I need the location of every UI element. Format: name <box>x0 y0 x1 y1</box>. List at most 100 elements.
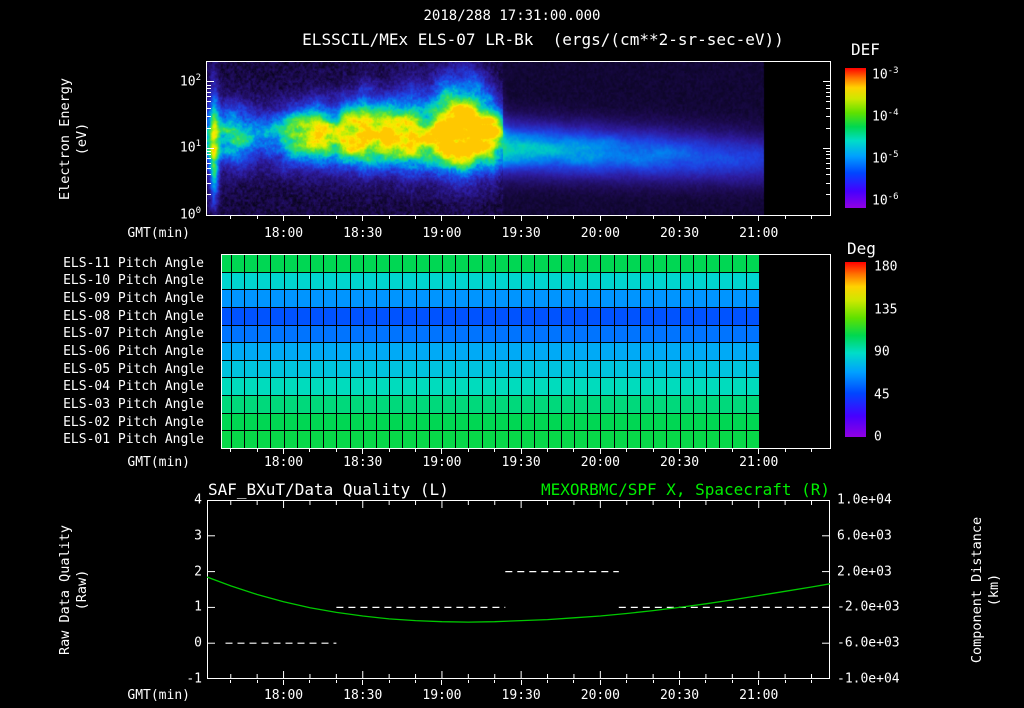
time-minor-tick <box>705 680 707 683</box>
quality-tick-label: 4 <box>194 492 202 508</box>
pitch-grid-line <box>455 255 456 448</box>
def-colorbar-title: DEF <box>851 40 880 59</box>
pitch-grid-line <box>574 255 575 448</box>
time-minor-tick <box>547 449 549 452</box>
time-minor-tick <box>494 216 496 219</box>
energy-minor-tick <box>826 87 830 89</box>
pitch-grid-line <box>746 255 747 448</box>
pitch-grid-line <box>732 255 733 448</box>
energy-major-tick <box>823 81 830 83</box>
pitch-grid-line <box>706 255 707 448</box>
pitch-grid-line <box>363 255 364 448</box>
def-colorbar-tick-label: 10-5 <box>872 150 899 167</box>
time-minor-tick <box>494 449 496 452</box>
pitch-grid-line <box>627 255 628 448</box>
time-minor-tick <box>467 449 469 452</box>
time-minor-tick <box>309 449 311 452</box>
gmt-axis-label: GMT(min) <box>127 226 190 241</box>
pitch-grid-line <box>561 255 562 448</box>
time-tick-label: 19:30 <box>501 455 541 470</box>
pitch-grid-line <box>429 255 430 448</box>
time-minor-tick <box>547 216 549 219</box>
pitch-grid-line <box>297 255 298 448</box>
pitch-row <box>222 378 830 396</box>
pitch-grid-line <box>640 255 641 448</box>
energy-minor-tick <box>207 194 211 196</box>
pitch-row-label: ELS-11 Pitch Angle <box>63 255 204 271</box>
time-minor-tick <box>388 449 390 452</box>
time-minor-tick <box>731 449 733 452</box>
quality-tick-label: -1 <box>186 671 202 687</box>
pitch-grid-line <box>416 255 417 448</box>
time-major-tick <box>599 449 601 454</box>
energy-minor-tick <box>207 182 211 184</box>
time-minor-tick <box>784 449 786 452</box>
pitch-row <box>222 431 830 449</box>
pitch-row <box>222 307 830 325</box>
pitch-angle-panel <box>221 254 831 449</box>
pitch-grid-line <box>270 255 271 448</box>
spacecraft-series-title: MEXORBMC/SPF X, Spacecraft (R) <box>541 480 830 499</box>
time-major-tick <box>362 449 364 454</box>
pitch-grid-line <box>376 255 377 448</box>
pitch-grid-line <box>693 255 694 448</box>
pitch-row <box>222 396 830 413</box>
time-major-tick <box>441 216 443 221</box>
pitch-grid-line <box>442 255 443 448</box>
time-major-tick <box>758 216 760 221</box>
page-title: 2018/288 17:31:00.000 <box>423 8 601 24</box>
time-minor-tick <box>230 680 232 683</box>
time-minor-tick <box>494 680 496 683</box>
energy-minor-tick <box>207 96 211 98</box>
energy-minor-tick <box>207 107 211 109</box>
time-minor-tick <box>256 449 258 452</box>
energy-minor-tick <box>826 151 830 153</box>
time-minor-tick <box>415 680 417 683</box>
time-tick-label: 21:00 <box>739 688 779 703</box>
deg-colorbar-title: Deg <box>847 239 876 258</box>
axis-label-line: (km) <box>986 573 1002 607</box>
gmt-axis-label: GMT(min) <box>127 688 190 703</box>
spectrogram-canvas <box>207 62 830 215</box>
distance-tick-label: -6.0e+03 <box>837 635 900 651</box>
deg-colorbar-tick-label: 45 <box>874 387 890 403</box>
pitch-grid-line <box>521 255 522 448</box>
pitch-grid-line <box>680 255 681 448</box>
pitch-grid-line <box>231 255 232 448</box>
time-minor-tick <box>230 216 232 219</box>
def-colorbar-tick-label: 10-6 <box>872 192 899 209</box>
pitch-row <box>222 360 830 378</box>
time-major-tick <box>679 216 681 221</box>
def-colorbar-tick-label: 10-4 <box>872 108 899 125</box>
time-tick-label: 21:00 <box>739 226 779 241</box>
time-tick-label: 20:30 <box>659 226 700 241</box>
time-major-tick <box>283 449 285 454</box>
distance-tick-label: 1.0e+04 <box>837 492 892 508</box>
time-major-tick <box>758 680 760 685</box>
energy-minor-tick <box>826 107 830 109</box>
energy-major-tick <box>207 214 214 216</box>
pitch-grid-line <box>284 255 285 448</box>
pitch-row <box>222 255 830 272</box>
pitch-row-label: ELS-09 Pitch Angle <box>63 291 204 307</box>
energy-major-tick <box>207 147 214 149</box>
time-minor-tick <box>811 216 813 219</box>
pitch-row-label: ELS-04 Pitch Angle <box>63 379 204 395</box>
time-minor-tick <box>415 449 417 452</box>
pitch-grid-line <box>719 255 720 448</box>
pitch-row-label: ELS-07 Pitch Angle <box>63 326 204 342</box>
time-tick-label: 18:00 <box>263 688 304 703</box>
energy-tick-label: 102 <box>179 73 201 90</box>
energy-minor-tick <box>207 168 211 169</box>
pitch-row-label: ELS-03 Pitch Angle <box>63 396 204 412</box>
energy-minor-tick <box>826 174 830 176</box>
time-minor-tick <box>230 449 232 452</box>
time-minor-tick <box>335 680 337 683</box>
pitch-row-label: ELS-06 Pitch Angle <box>63 344 204 360</box>
time-tick-label: 18:30 <box>343 226 383 241</box>
def-colorbar-tick-label: 10-3 <box>872 66 899 83</box>
time-minor-tick <box>626 449 628 452</box>
time-tick-label: 20:00 <box>580 455 620 470</box>
time-minor-tick <box>705 449 707 452</box>
